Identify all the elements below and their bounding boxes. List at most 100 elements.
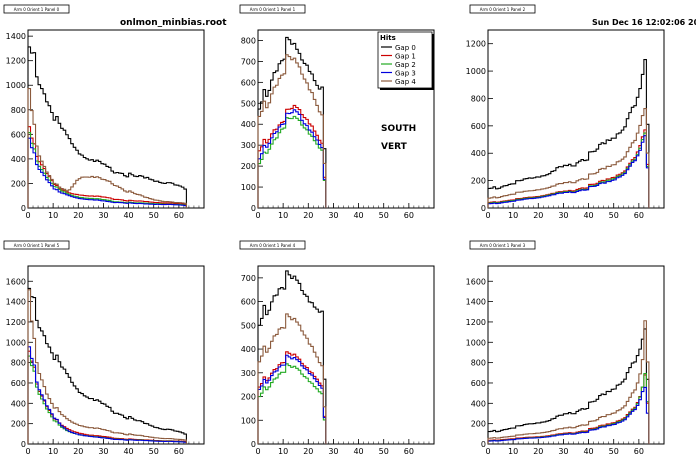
panel-title-box: Arm 0 Orient 1 Panel 0: [3, 4, 70, 14]
panel-5: Arm 0 Orient 1 Panel 3020040060080010001…: [466, 240, 665, 456]
series-line: [487, 108, 650, 208]
y-tick-label: 1400: [6, 32, 26, 41]
panel-3: Arm 0 Orient 1 Panel 5020040060080010001…: [3, 240, 205, 456]
series-line: [27, 346, 187, 444]
plot-frame: [487, 265, 665, 445]
title-box-frame: [3, 4, 70, 14]
x-tick-label: 50: [149, 211, 159, 220]
x-tick-label: 60: [634, 211, 644, 220]
panel-title-box: Arm 0 Orient 1 Panel 5: [3, 240, 70, 250]
y-tick-label: 700: [241, 274, 256, 283]
y-tick-label: 600: [11, 379, 26, 388]
x-tick-label: 0: [255, 447, 260, 456]
y-tick-label: 100: [241, 416, 256, 425]
x-tick-label: 40: [353, 211, 363, 220]
y-tick-label: 600: [241, 78, 256, 87]
y-tick-label: 1000: [466, 67, 486, 76]
legend-label: Gap 2: [395, 61, 416, 69]
legend-frame: [377, 31, 433, 89]
plot-frame: [27, 29, 205, 209]
series-line: [257, 104, 327, 208]
x-tick-label: 20: [533, 211, 543, 220]
x-tick-label: 60: [404, 211, 414, 220]
x-tick-label: 30: [98, 211, 108, 220]
y-tick-label: 800: [11, 359, 26, 368]
plot-frame: [487, 29, 665, 209]
x-tick-label: 60: [174, 447, 184, 456]
x-tick-label: 50: [149, 447, 159, 456]
title-box-frame: [239, 240, 306, 250]
y-tick-label: 600: [11, 130, 26, 139]
x-tick-label: 0: [25, 447, 30, 456]
x-tick-label: 50: [379, 211, 389, 220]
x-tick-label: 50: [609, 211, 619, 220]
series-line: [27, 88, 187, 208]
panel-title: Arm 0 Orient 1 Panel 4: [250, 243, 296, 248]
panel-1: Arm 0 Orient 1 Panel 1010020030040050060…: [239, 4, 435, 220]
x-tick-label: 10: [48, 447, 58, 456]
x-tick-label: 20: [303, 447, 313, 456]
x-tick-label: 40: [583, 447, 593, 456]
series-line: [27, 126, 187, 208]
panel-title: Arm 0 Orient 1 Panel 5: [14, 243, 60, 248]
y-tick-label: 0: [251, 204, 256, 213]
y-tick-label: 200: [241, 162, 256, 171]
y-tick-label: 400: [241, 345, 256, 354]
y-tick-label: 1000: [466, 338, 486, 347]
y-tick-label: 400: [241, 120, 256, 129]
panel-title: Arm 0 Orient 1 Panel 2: [480, 7, 526, 12]
series-line: [27, 289, 187, 444]
series-line: [487, 129, 650, 208]
y-tick-label: 200: [11, 420, 26, 429]
x-tick-label: 60: [174, 211, 184, 220]
y-tick-label: 1200: [6, 57, 26, 66]
y-tick-label: 1600: [6, 277, 26, 286]
series-line: [257, 313, 327, 444]
y-tick-label: 100: [241, 183, 256, 192]
y-tick-label: 200: [11, 179, 26, 188]
plot-frame: [27, 265, 205, 445]
x-tick-label: 30: [98, 447, 108, 456]
y-tick-label: 400: [11, 155, 26, 164]
annotation-label: SOUTH: [381, 124, 416, 134]
series-line: [487, 320, 650, 444]
y-tick-label: 1200: [466, 318, 486, 327]
x-tick-label: 30: [558, 447, 568, 456]
x-tick-label: 60: [404, 447, 414, 456]
y-tick-label: 600: [241, 298, 256, 307]
series-line: [487, 328, 650, 444]
x-tick-label: 60: [634, 447, 644, 456]
y-tick-label: 0: [21, 204, 26, 213]
x-tick-label: 10: [48, 211, 58, 220]
y-tick-label: 800: [471, 359, 486, 368]
series-line: [257, 351, 327, 444]
series-line: [257, 36, 327, 208]
series-line: [257, 109, 327, 208]
x-tick-label: 20: [303, 211, 313, 220]
y-tick-label: 0: [251, 440, 256, 449]
y-tick-label: 1200: [6, 318, 26, 327]
x-tick-label: 0: [255, 211, 260, 220]
series-line: [257, 354, 327, 444]
y-tick-label: 0: [21, 440, 26, 449]
y-tick-label: 300: [241, 369, 256, 378]
panel-title-box: Arm 0 Orient 1 Panel 1: [239, 4, 306, 14]
series-line: [27, 137, 187, 208]
panel-title: Arm 0 Orient 1 Panel 0: [14, 7, 60, 12]
y-tick-label: 1600: [466, 277, 486, 286]
x-tick-label: 0: [485, 211, 490, 220]
plot-frame: [257, 265, 435, 445]
series-line: [27, 46, 187, 208]
y-tick-label: 200: [241, 393, 256, 402]
x-tick-label: 10: [278, 447, 288, 456]
series-line: [487, 386, 650, 444]
series-line: [257, 270, 327, 444]
x-tick-label: 40: [123, 211, 133, 220]
series-line: [27, 132, 187, 208]
filename-label: onlmon_minbias.root: [120, 18, 227, 28]
title-box-frame: [469, 4, 536, 14]
panel-title-box: Arm 0 Orient 1 Panel 2: [469, 4, 536, 14]
x-tick-label: 20: [533, 447, 543, 456]
